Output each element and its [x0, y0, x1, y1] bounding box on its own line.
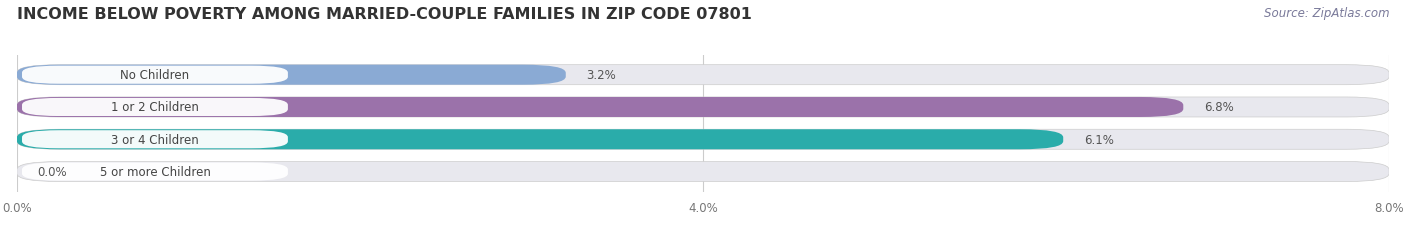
FancyBboxPatch shape — [17, 162, 1389, 182]
FancyBboxPatch shape — [17, 65, 565, 85]
Text: 1 or 2 Children: 1 or 2 Children — [111, 101, 198, 114]
Text: 3 or 4 Children: 3 or 4 Children — [111, 133, 198, 146]
Text: 5 or more Children: 5 or more Children — [100, 165, 211, 178]
Text: 3.2%: 3.2% — [586, 69, 616, 82]
FancyBboxPatch shape — [22, 98, 288, 116]
FancyBboxPatch shape — [22, 66, 288, 84]
FancyBboxPatch shape — [17, 130, 1389, 150]
FancyBboxPatch shape — [17, 65, 1389, 85]
FancyBboxPatch shape — [17, 97, 1389, 118]
FancyBboxPatch shape — [17, 130, 1063, 150]
FancyBboxPatch shape — [17, 97, 1184, 118]
Text: 6.8%: 6.8% — [1204, 101, 1233, 114]
Text: No Children: No Children — [121, 69, 190, 82]
Text: 0.0%: 0.0% — [38, 165, 67, 178]
Text: Source: ZipAtlas.com: Source: ZipAtlas.com — [1264, 7, 1389, 20]
FancyBboxPatch shape — [22, 163, 288, 181]
Text: 6.1%: 6.1% — [1084, 133, 1114, 146]
Text: INCOME BELOW POVERTY AMONG MARRIED-COUPLE FAMILIES IN ZIP CODE 07801: INCOME BELOW POVERTY AMONG MARRIED-COUPL… — [17, 7, 752, 22]
FancyBboxPatch shape — [22, 131, 288, 149]
